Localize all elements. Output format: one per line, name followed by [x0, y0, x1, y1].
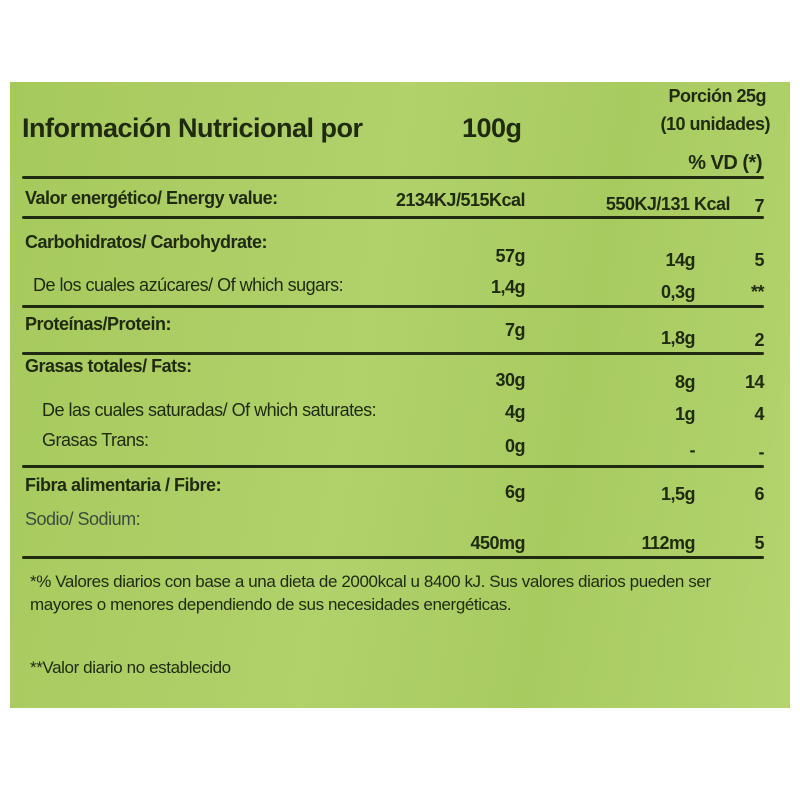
row-portion: 1g [674, 404, 696, 424]
portion-header: Porción 25g [668, 86, 766, 106]
row-label: Proteínas/Protein: [25, 314, 172, 334]
row-per100: 450mg [470, 533, 525, 553]
divider [22, 216, 764, 219]
row-label: Grasas Trans: [42, 430, 149, 450]
row-label: Grasas totales/ Fats: [25, 356, 192, 376]
units-header: (10 unidades) [660, 114, 770, 134]
label-title: Información Nutricional por [22, 113, 363, 143]
row-label: De los cuales azúcares/ Of which sugars: [33, 275, 344, 295]
divider [22, 465, 764, 468]
per100-header: 100g [462, 113, 522, 143]
vd-header: % VD (*) [688, 152, 762, 174]
nutrition-label [10, 82, 790, 708]
row-per100: 4g [504, 402, 526, 422]
row-portion: 550KJ/131 Kcal [605, 194, 731, 214]
row-vd: ** [750, 282, 765, 302]
row-per100: 7g [504, 320, 526, 340]
row-portion: 0,3g [660, 282, 696, 302]
row-vd: 14 [744, 372, 765, 392]
row-portion: 112mg [641, 533, 695, 553]
divider [22, 176, 764, 179]
footnote-not-established: **Valor diario no establecido [30, 658, 231, 677]
row-vd: 5 [754, 250, 764, 270]
row-label: Fibra alimentaria / Fibre: [25, 475, 222, 495]
row-per100: 2134KJ/515Kcal [395, 190, 526, 210]
row-vd: 5 [754, 533, 764, 553]
divider [22, 352, 764, 355]
row-label: Carbohidratos/ Carbohydrate: [25, 232, 268, 252]
divider [22, 305, 764, 308]
row-portion: - [689, 440, 696, 460]
divider [22, 556, 764, 559]
row-per100: 30g [495, 370, 525, 390]
row-per100: 1,4g [490, 277, 526, 297]
row-vd: 4 [754, 404, 764, 424]
row-per100: 57g [495, 246, 525, 266]
row-per100: 0g [504, 436, 526, 456]
row-label: De las cuales saturadas/ Of which satura… [42, 400, 377, 420]
row-portion: 14g [665, 250, 695, 270]
row-portion: 1,8g [660, 328, 696, 348]
row-portion: 1,5g [660, 484, 696, 504]
row-per100: 6g [504, 482, 526, 502]
footnote-daily-values: *% Valores diarios con base a una dieta … [30, 572, 711, 614]
row-vd: 6 [754, 484, 764, 504]
row-label: Sodio/ Sodium: [25, 509, 141, 529]
row-label: Valor energético/ Energy value: [25, 188, 278, 208]
row-vd: 7 [754, 196, 764, 216]
row-vd: 2 [754, 330, 764, 350]
row-portion: 8g [674, 372, 696, 392]
row-vd: - [758, 442, 765, 462]
